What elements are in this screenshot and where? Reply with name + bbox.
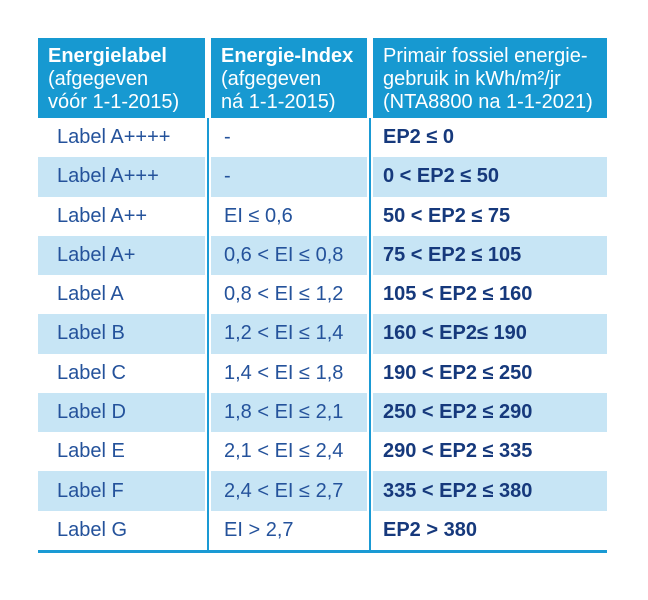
ep2-range-cell: 335 < EP2 ≤ 380 — [373, 471, 607, 511]
header-cell-energielabel: Energielabel (afgegeven vóór 1-1-2015) — [38, 38, 205, 118]
energie-index-cell: 0,8 < EI ≤ 1,2 — [211, 275, 367, 315]
energielabel-cell: Label B — [38, 314, 205, 354]
table-row: Label C 1,4 < EI ≤ 1,8 190 < EP2 ≤ 250 — [38, 353, 607, 393]
energie-index-cell: - — [211, 118, 367, 158]
ep2-range-cell: EP2 ≤ 0 — [373, 118, 607, 158]
energielabel-cell: Label A++++ — [38, 118, 205, 158]
column-divider-line — [207, 118, 209, 550]
table-row: Label B 1,2 < EI ≤ 1,4 160 < EP2≤ 190 — [38, 314, 607, 354]
energie-index-cell: 1,4 < EI ≤ 1,8 — [211, 353, 367, 393]
ep2-range-cell: 160 < EP2≤ 190 — [373, 314, 607, 354]
energielabel-cell: Label G — [38, 510, 205, 550]
table-bottom-rule — [38, 550, 607, 553]
ep2-range-cell: 250 < EP2 ≤ 290 — [373, 392, 607, 433]
table-row: Label G EI > 2,7 EP2 > 380 — [38, 510, 607, 550]
header-column-gap — [205, 38, 211, 118]
header-cell-primair-energiegebruik: Primair fossiel energie- gebruik in kWh/… — [373, 38, 607, 118]
table-body: Label A++++ - EP2 ≤ 0 Label A+++ - 0 < E… — [38, 118, 607, 550]
table-row: Label A++++ - EP2 ≤ 0 — [38, 118, 607, 158]
header-column-gap — [367, 38, 373, 118]
header-title: Energie-Index — [221, 45, 354, 67]
energielabel-cell: Label A+++ — [38, 157, 205, 197]
ep2-range-cell: EP2 > 380 — [373, 510, 607, 550]
header-subtitle: vóór 1-1-2015) — [48, 91, 180, 113]
ep2-range-cell: 0 < EP2 ≤ 50 — [373, 157, 607, 197]
energielabel-cell: Label C — [38, 353, 205, 393]
energielabel-cell: Label A — [38, 275, 205, 315]
table-row: Label F 2,4 < EI ≤ 2,7 335 < EP2 ≤ 380 — [38, 471, 607, 511]
ep2-range-cell: 75 < EP2 ≤ 105 — [373, 235, 607, 276]
energie-index-cell: 2,4 < EI ≤ 2,7 — [211, 471, 367, 511]
energielabel-cell: Label D — [38, 392, 205, 433]
energie-index-cell: 0,6 < EI ≤ 0,8 — [211, 235, 367, 276]
table-row: Label E 2,1 < EI ≤ 2,4 290 < EP2 ≤ 335 — [38, 432, 607, 472]
energie-index-cell: - — [211, 157, 367, 197]
header-title: Energielabel — [48, 45, 167, 67]
table-row: Label D 1,8 < EI ≤ 2,1 250 < EP2 ≤ 290 — [38, 392, 607, 433]
table-row: Label A+ 0,6 < EI ≤ 0,8 75 < EP2 ≤ 105 — [38, 235, 607, 276]
header-line: gebruik in kWh/m²/jr — [383, 68, 561, 90]
header-line: Primair fossiel energie- — [383, 45, 588, 67]
ep2-range-cell: 50 < EP2 ≤ 75 — [373, 196, 607, 236]
header-subtitle: ná 1-1-2015) — [221, 91, 336, 113]
energie-index-cell: EI > 2,7 — [211, 510, 367, 550]
table-row: Label A++ EI ≤ 0,6 50 < EP2 ≤ 75 — [38, 196, 607, 236]
ep2-range-cell: 105 < EP2 ≤ 160 — [373, 275, 607, 315]
table-header-row: Energielabel (afgegeven vóór 1-1-2015) E… — [38, 38, 607, 118]
energie-index-cell: 1,8 < EI ≤ 2,1 — [211, 392, 367, 433]
column-divider-line — [369, 118, 371, 550]
ep2-range-cell: 290 < EP2 ≤ 335 — [373, 432, 607, 472]
energielabel-cell: Label A+ — [38, 235, 205, 276]
energie-index-cell: EI ≤ 0,6 — [211, 196, 367, 236]
energielabel-cell: Label F — [38, 471, 205, 511]
header-line: (NTA8800 na 1-1-2021) — [383, 91, 593, 113]
energy-label-table: Energielabel (afgegeven vóór 1-1-2015) E… — [38, 38, 607, 553]
ep2-range-cell: 190 < EP2 ≤ 250 — [373, 353, 607, 393]
energielabel-cell: Label E — [38, 432, 205, 472]
header-subtitle: (afgegeven — [221, 68, 322, 90]
table-row: Label A+++ - 0 < EP2 ≤ 50 — [38, 157, 607, 197]
energie-index-cell: 1,2 < EI ≤ 1,4 — [211, 314, 367, 354]
energie-index-cell: 2,1 < EI ≤ 2,4 — [211, 432, 367, 472]
header-cell-energie-index: Energie-Index (afgegeven ná 1-1-2015) — [211, 38, 367, 118]
table-row: Label A 0,8 < EI ≤ 1,2 105 < EP2 ≤ 160 — [38, 275, 607, 315]
energielabel-cell: Label A++ — [38, 196, 205, 236]
header-subtitle: (afgegeven — [48, 68, 149, 90]
